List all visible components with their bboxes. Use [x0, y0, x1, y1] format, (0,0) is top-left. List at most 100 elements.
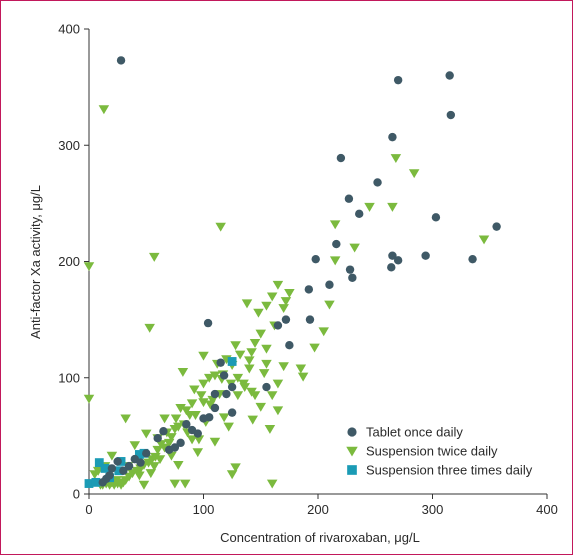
- data-point: [186, 399, 198, 409]
- data-point: [94, 458, 104, 468]
- data-point: [149, 462, 160, 472]
- x-axis-ticks: 0 100 200 300 400: [85, 494, 558, 517]
- data-point: [230, 463, 241, 473]
- data-point: [295, 364, 307, 374]
- data-point: [311, 254, 320, 264]
- data-point: [309, 343, 320, 353]
- data-point: [105, 471, 114, 480]
- data-point: [431, 213, 441, 222]
- data-point: [149, 252, 160, 262]
- data-point: [272, 379, 284, 389]
- data-point: [390, 154, 402, 164]
- y-tick-label: 200: [58, 254, 80, 269]
- data-point: [297, 372, 309, 382]
- data-point: [262, 382, 271, 392]
- data-point: [345, 265, 355, 274]
- data-point: [266, 391, 278, 401]
- x-tick-label: 300: [422, 502, 444, 517]
- data-point: [209, 371, 221, 381]
- data-point: [193, 429, 202, 438]
- data-point: [177, 368, 189, 377]
- data-point: [492, 222, 501, 231]
- data-point: [253, 308, 264, 318]
- data-point: [373, 178, 382, 187]
- data-point: [193, 435, 205, 445]
- data-point: [143, 458, 154, 468]
- legend: Tablet once daily Suspension twice daily S…: [346, 425, 533, 478]
- data-point: [106, 451, 118, 461]
- data-point: [393, 256, 403, 265]
- data-point: [100, 464, 110, 473]
- data-point: [273, 321, 283, 330]
- data-point: [134, 471, 145, 481]
- data-point: [173, 461, 184, 470]
- data-point: [281, 315, 291, 324]
- data-point: [264, 424, 276, 434]
- data-point: [348, 273, 357, 282]
- data-point: [266, 292, 278, 302]
- data-point: [198, 379, 209, 389]
- data-point: [445, 71, 454, 80]
- data-point: [210, 403, 220, 413]
- y-tick-label: 100: [58, 370, 80, 385]
- data-point: [190, 411, 201, 420]
- data-point: [223, 422, 234, 432]
- data-point: [222, 389, 231, 399]
- data-point: [116, 56, 126, 65]
- data-point: [170, 443, 180, 452]
- data-point: [169, 424, 181, 434]
- legend-label: Tablet once daily: [366, 425, 463, 440]
- data-point: [280, 297, 292, 307]
- data-point: [209, 437, 221, 447]
- data-point: [154, 455, 166, 465]
- data-point: [329, 256, 341, 266]
- data-point: [408, 169, 420, 179]
- x-tick-label: 200: [307, 502, 329, 517]
- data-point: [198, 351, 209, 361]
- data-point: [272, 406, 284, 416]
- data-point: [136, 458, 145, 467]
- x-axis-label: Concentration of rivaroxaban, μg/L: [220, 530, 420, 545]
- data-point: [329, 220, 341, 230]
- data-point: [227, 357, 237, 366]
- data-point: [468, 254, 477, 264]
- data-point: [84, 479, 94, 488]
- legend-marker: [347, 465, 357, 475]
- data-point: [387, 263, 396, 272]
- data-point: [203, 318, 213, 328]
- data-point: [199, 414, 208, 423]
- data-point: [249, 338, 261, 348]
- data-point: [272, 280, 284, 290]
- data-point: [232, 391, 244, 401]
- data-point: [159, 414, 170, 424]
- data-point: [246, 348, 257, 358]
- y-tick-label: 0: [73, 487, 80, 502]
- data-point: [175, 404, 186, 413]
- x-tick-label: 0: [85, 502, 92, 517]
- data-point: [278, 304, 289, 313]
- legend-marker: [347, 427, 357, 437]
- x-tick-label: 400: [536, 502, 558, 517]
- data-point: [344, 194, 354, 203]
- data-point: [226, 470, 238, 480]
- data-point: [285, 341, 294, 350]
- data-point: [249, 391, 261, 401]
- data-point: [325, 280, 334, 289]
- data-point: [98, 478, 107, 487]
- data-point: [230, 341, 241, 351]
- data-point: [232, 373, 244, 383]
- data-point: [241, 299, 253, 309]
- data-point: [195, 391, 207, 401]
- data-point: [181, 406, 192, 416]
- data-point: [98, 105, 110, 115]
- data-point: [192, 448, 204, 458]
- y-tick-label: 400: [58, 22, 80, 37]
- data-point: [176, 438, 185, 448]
- data-point: [114, 466, 124, 476]
- data-point: [163, 438, 175, 448]
- data-point: [324, 300, 335, 310]
- data-point: [134, 450, 144, 459]
- data-point: [145, 469, 157, 479]
- data-point: [318, 327, 329, 337]
